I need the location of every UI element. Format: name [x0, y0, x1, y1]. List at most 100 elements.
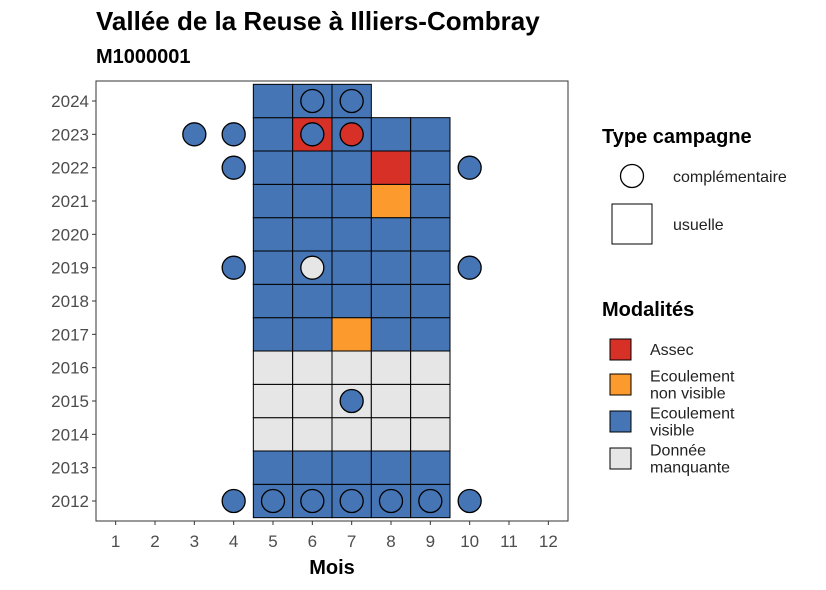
x-tick-label: 8: [386, 532, 395, 551]
point-2012-m8: [378, 488, 404, 514]
tile-2017-m8: [370, 317, 412, 352]
point-2023-m6: [300, 122, 325, 147]
tile-2017-m7: [331, 317, 372, 352]
x-tick-label: 7: [347, 532, 356, 551]
tile-2021-m7: [331, 183, 372, 219]
y-tick-label: 2012: [51, 492, 89, 511]
tile-2020-m9: [410, 217, 451, 252]
tile-2014-m5: [252, 417, 294, 452]
legend-fill-key: [609, 373, 632, 396]
legend-fill-title: Modalités: [602, 299, 694, 321]
y-tick-label: 2024: [51, 92, 89, 111]
tile-2015-m5: [252, 383, 294, 419]
tile-2022-m6: [292, 150, 333, 185]
y-tick-label: 2016: [51, 359, 89, 378]
tile-2019-m9: [410, 250, 451, 285]
y-tick-label: 2013: [51, 459, 89, 478]
tile-2014-m9: [410, 417, 451, 452]
tile-2019-m5: [252, 250, 294, 285]
tile-layer: [252, 83, 451, 519]
point-2024-m6: [300, 88, 325, 114]
point-2019-m6: [300, 255, 325, 280]
y-tick-label: 2023: [51, 125, 89, 144]
legend-shape-label: complémentaire: [673, 169, 787, 186]
legend-circle-key: [619, 163, 645, 189]
tile-2021-m5: [252, 183, 294, 219]
legend-fill-label: manquante: [650, 460, 730, 477]
point-2019-m4: [221, 255, 246, 280]
point-2012-m5: [260, 488, 286, 514]
tile-2013-m7: [331, 450, 372, 485]
legend-fill-key: [609, 447, 632, 470]
y-tick-label: 2015: [51, 392, 89, 411]
point-2015-m7: [339, 388, 364, 414]
point-2012-m6: [300, 488, 325, 514]
point-2012-m7: [339, 488, 364, 514]
tile-2020-m5: [252, 217, 294, 252]
tile-2016-m6: [292, 350, 333, 385]
tile-2023-m8: [370, 117, 412, 152]
tile-2016-m9: [410, 350, 451, 385]
point-layer: [182, 88, 482, 514]
legend-fill-key: [609, 338, 632, 361]
tile-2013-m5: [252, 450, 294, 485]
tile-2022-m7: [331, 150, 372, 185]
tile-2024-m5: [252, 83, 294, 119]
legend-layer: Type campagne complémentaire usuelle Modali…: [602, 126, 787, 477]
x-axis-title: Mois: [309, 557, 355, 579]
x-tick-label: 2: [150, 532, 159, 551]
tile-2022-m8: [370, 150, 412, 185]
tile-2013-m8: [370, 450, 412, 485]
tile-2018-m9: [410, 283, 451, 319]
tile-2022-m9: [410, 150, 451, 185]
tile-2022-m5: [252, 150, 294, 185]
legend-fill-label: Donnée: [650, 443, 706, 460]
x-tick-label: 3: [190, 532, 199, 551]
y-tick-label: 2017: [51, 325, 89, 344]
tile-2017-m6: [292, 317, 333, 352]
tile-2023-m9: [410, 117, 451, 152]
x-tick-label: 1: [111, 532, 120, 551]
tile-2021-m6: [292, 183, 333, 219]
tile-2015-m8: [370, 383, 412, 419]
legend-fill-label: Ecoulement: [650, 406, 735, 423]
tile-2015-m6: [292, 383, 333, 419]
point-2022-m10: [457, 155, 482, 180]
x-tick-label: 11: [500, 532, 518, 551]
x-tick-label: 6: [308, 532, 317, 551]
legend-fill-label: Ecoulement: [650, 369, 735, 386]
tile-2019-m8: [370, 250, 412, 285]
x-tick-label: 12: [539, 532, 558, 551]
y-tick-label: 2014: [51, 425, 89, 444]
point-2012-m10: [457, 488, 482, 514]
tile-2016-m5: [252, 350, 294, 385]
axis-layer: 2012 2013 2014 2015 2016 2017 2018 2019 2020 2021…: [51, 92, 558, 551]
tile-2021-m9: [410, 183, 451, 219]
legend-fill-key: [609, 410, 632, 433]
tile-2015-m9: [410, 383, 451, 419]
point-2023-m3: [182, 122, 207, 147]
tile-2020-m7: [331, 217, 372, 252]
tile-2017-m9: [410, 317, 451, 352]
tile-2018-m7: [331, 283, 372, 319]
x-tick-label: 5: [268, 532, 277, 551]
tile-2016-m7: [331, 350, 372, 385]
legend-fill-label: non visible: [650, 386, 726, 403]
point-2012-m4: [221, 488, 246, 514]
point-2022-m4: [221, 155, 246, 180]
chart-subtitle: M1000001: [96, 46, 191, 68]
tile-2014-m8: [370, 417, 412, 452]
tile-2020-m8: [370, 217, 412, 252]
x-tick-label: 9: [426, 532, 435, 551]
y-tick-label: 2020: [51, 225, 89, 244]
legend-shape-title: Type campagne: [602, 126, 752, 148]
point-2023-m4: [221, 122, 246, 147]
y-tick-label: 2018: [51, 292, 89, 311]
y-tick-label: 2022: [51, 159, 89, 178]
tile-2014-m7: [331, 417, 372, 452]
tile-2013-m9: [410, 450, 451, 485]
point-2024-m7: [339, 88, 364, 114]
tile-2018-m5: [252, 283, 294, 319]
tile-2020-m6: [292, 217, 333, 252]
